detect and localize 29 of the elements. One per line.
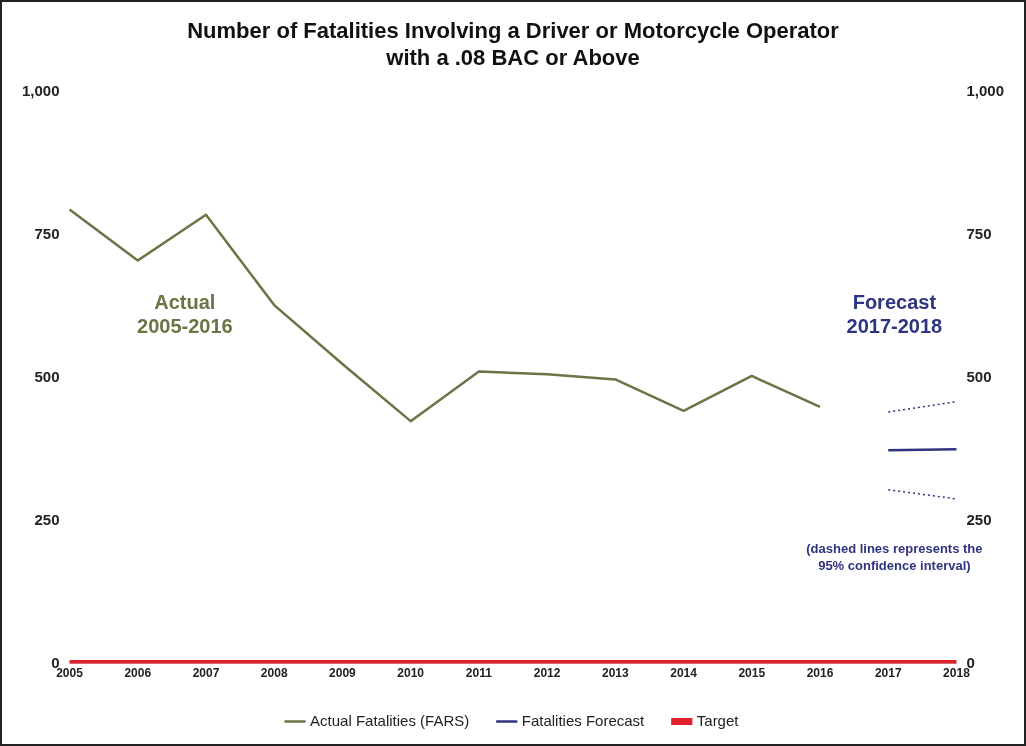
x-tick-label: 2011: [465, 666, 493, 681]
y2-tick-label: 750: [966, 224, 992, 242]
x-tick-label: 2017: [874, 666, 902, 681]
x-tick-label: 2010: [397, 666, 425, 681]
y-tick-label: 750: [34, 224, 60, 242]
y-tick-label: 500: [34, 367, 60, 385]
y2-tick-label: 500: [966, 367, 992, 385]
legend-label: Fatalities Forecast: [521, 711, 646, 729]
annotation: Actual 2005-2016: [137, 290, 233, 337]
y-tick-label: 250: [34, 510, 60, 528]
x-tick-label: 2006: [124, 666, 152, 681]
y2-tick-label: 1,000: [966, 81, 1005, 99]
x-tick-label: 2016: [806, 666, 834, 681]
legend-label: Actual Fatalities (FARS): [310, 711, 470, 729]
x-tick-label: 2008: [260, 666, 288, 681]
y2-tick-label: 250: [966, 510, 992, 528]
annotation: (dashed lines represents the 95% confidence interval): [806, 540, 983, 573]
x-tick-label: 2012: [533, 666, 561, 681]
y-tick-label: 1,000: [21, 81, 60, 99]
x-tick-label: 2007: [192, 666, 220, 681]
x-tick-label: 2018: [943, 666, 971, 681]
legend-label: Target: [696, 711, 740, 729]
chart-title: Number of Fatalities Involving a Driver or Motorcycle Operator with a .08 BAC or Above: [187, 18, 840, 70]
x-tick-label: 2015: [738, 666, 766, 681]
x-tick-label: 2005: [56, 666, 84, 681]
annotation: Forecast 2017-2018: [846, 290, 943, 337]
x-tick-label: 2013: [601, 666, 630, 681]
x-tick-label: 2014: [670, 666, 698, 681]
x-tick-label: 2009: [329, 666, 357, 681]
